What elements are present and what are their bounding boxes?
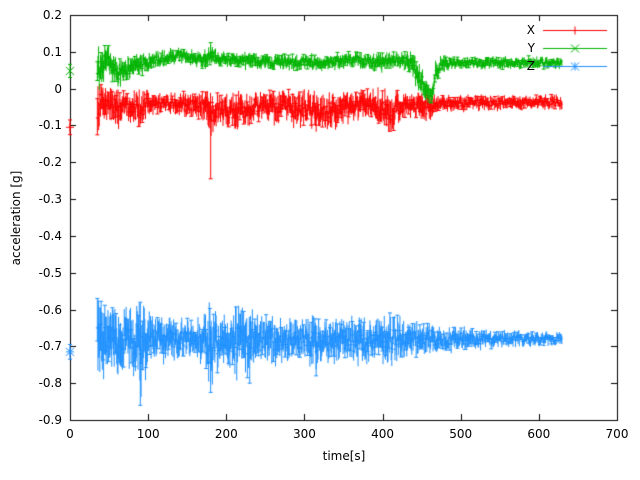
legend-label-z: Z [526,59,535,73]
y-tick-label: -0.7 [38,339,62,354]
x-tick-label: 300 [292,427,316,441]
x-tick-label: 600 [527,427,551,441]
y-tick-label: 0 [54,81,62,96]
y-tick-label: -0.9 [38,413,62,427]
y-tick-label: -0.3 [38,192,62,207]
x-axis-title: time[s] [322,449,366,463]
y-tick-label: -0.8 [38,376,62,391]
y-tick-label: 0.1 [42,44,62,59]
y-tick-label: -0.2 [38,155,62,170]
y-tick-label: -0.4 [38,228,62,243]
y-tick-label: -0.5 [38,265,62,280]
legend-label-y: Y [527,41,535,55]
x-tick-label: 700 [605,427,629,441]
y-tick-label: -0.6 [38,302,62,317]
legend-label-x: X [526,23,535,37]
x-tick-label: 200 [214,427,238,441]
x-tick-label: 500 [449,427,473,441]
x-tick-label: 0 [66,427,74,441]
y-axis-title: acceleration [g] [9,170,23,266]
y-tick-label: -0.1 [38,118,62,133]
x-tick-label: 100 [136,427,160,441]
y-tick-label: 0.2 [42,8,62,22]
x-tick-label: 400 [371,427,395,441]
